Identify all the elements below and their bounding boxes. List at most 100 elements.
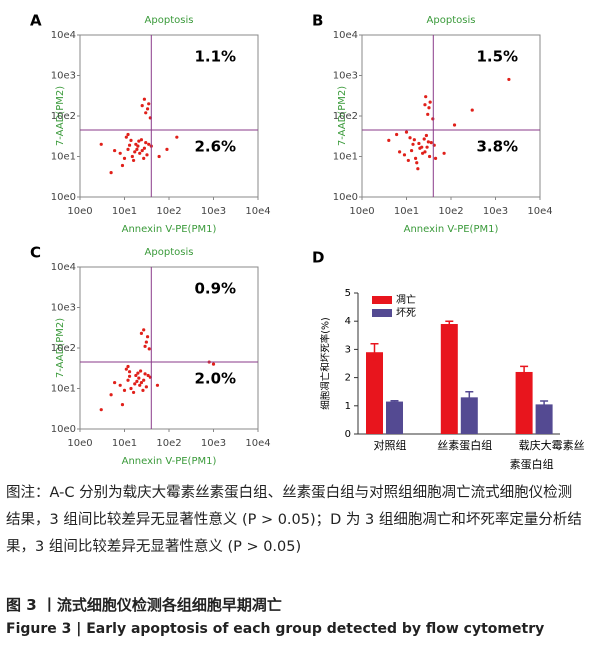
point bbox=[129, 138, 133, 142]
x-tick-label: 10e4 bbox=[245, 438, 270, 449]
error-bar bbox=[520, 365, 529, 378]
quadrant-lower-right: 2.6% bbox=[194, 138, 236, 156]
y-tick-label: 10e0 bbox=[51, 192, 76, 203]
point bbox=[211, 362, 216, 366]
point bbox=[402, 153, 407, 157]
error-bar bbox=[465, 390, 474, 403]
point bbox=[429, 141, 433, 145]
point bbox=[113, 148, 117, 153]
point bbox=[452, 123, 457, 127]
point bbox=[411, 142, 415, 146]
y-tick-label: 10e1 bbox=[51, 152, 76, 163]
point bbox=[404, 130, 409, 134]
point bbox=[139, 138, 144, 142]
point bbox=[145, 107, 150, 111]
y-axis-label: 7-AAD(PM2) bbox=[55, 86, 66, 146]
chart-title: Apoptosis bbox=[145, 247, 194, 258]
x-tick-label: 10e1 bbox=[112, 206, 137, 217]
point bbox=[144, 385, 148, 389]
point bbox=[135, 147, 139, 151]
point bbox=[145, 335, 150, 339]
point bbox=[428, 100, 432, 104]
quadrant-lower-right: 3.8% bbox=[476, 138, 518, 156]
x-tick-label: 10e3 bbox=[201, 206, 226, 217]
y-tick-label: 10e3 bbox=[333, 71, 358, 82]
bar bbox=[366, 352, 383, 434]
point bbox=[415, 161, 419, 165]
panel-label: B bbox=[312, 12, 323, 30]
error-bar bbox=[540, 400, 549, 408]
error-bar bbox=[445, 320, 454, 327]
y-tick-label: 10e4 bbox=[51, 262, 76, 273]
y-axis-label: 7-AAD(PM2) bbox=[55, 318, 66, 378]
point bbox=[126, 147, 130, 151]
point bbox=[133, 382, 137, 386]
y-tick-label: 10e1 bbox=[333, 152, 358, 163]
panel-label: D bbox=[312, 249, 324, 267]
point bbox=[109, 393, 113, 397]
y-tick-label: 10e4 bbox=[51, 30, 76, 41]
point bbox=[109, 171, 113, 175]
point bbox=[141, 388, 145, 392]
point bbox=[416, 167, 420, 171]
chart-title: Apoptosis bbox=[145, 15, 194, 26]
point bbox=[99, 408, 103, 412]
point bbox=[147, 102, 151, 106]
y-tick-label: 10e2 bbox=[51, 111, 76, 122]
point bbox=[138, 369, 143, 373]
x-tick-label: 丝素蛋白组 bbox=[437, 438, 492, 452]
point bbox=[144, 340, 148, 344]
figure-title-en: Figure 3 | Early apoptosis of each group… bbox=[6, 621, 545, 637]
point bbox=[131, 158, 136, 163]
point bbox=[142, 97, 146, 101]
point bbox=[424, 95, 428, 99]
point bbox=[139, 331, 144, 335]
point bbox=[124, 367, 128, 371]
x-axis-label: Annexin V-PE(PM1) bbox=[122, 224, 217, 235]
x-axis-label: Annexin V-PE(PM1) bbox=[404, 224, 499, 235]
point bbox=[127, 374, 132, 378]
point bbox=[426, 112, 430, 116]
y-tick-label: 5 bbox=[345, 288, 351, 299]
point bbox=[408, 136, 412, 140]
bar bbox=[386, 401, 403, 434]
point bbox=[413, 156, 418, 160]
point bbox=[137, 139, 141, 143]
quadrant-upper-right: 1.5% bbox=[476, 48, 518, 66]
point bbox=[143, 372, 147, 376]
point bbox=[137, 376, 141, 380]
point bbox=[145, 153, 149, 157]
point bbox=[144, 141, 148, 145]
point bbox=[120, 403, 125, 407]
point bbox=[427, 154, 432, 159]
point bbox=[138, 383, 142, 387]
point bbox=[134, 142, 138, 146]
y-tick-label: 3 bbox=[345, 344, 351, 355]
point bbox=[155, 383, 160, 387]
point bbox=[122, 156, 127, 160]
point bbox=[398, 150, 402, 154]
x-tick-label: 10e0 bbox=[67, 206, 92, 217]
point bbox=[175, 135, 179, 139]
quadrant-upper-right: 0.9% bbox=[194, 280, 236, 298]
point bbox=[507, 77, 511, 82]
legend-label: 坏死 bbox=[396, 307, 416, 319]
point bbox=[157, 154, 161, 159]
x-tick-label: 10e0 bbox=[349, 206, 374, 217]
y-tick-label: 10e4 bbox=[333, 30, 358, 41]
point bbox=[412, 138, 416, 142]
quadrant-lower-right: 2.0% bbox=[194, 370, 236, 388]
point bbox=[144, 111, 148, 115]
x-tick-label: 10e3 bbox=[201, 438, 226, 449]
legend-swatch bbox=[372, 296, 392, 304]
x-tick-label: 对照组 bbox=[374, 438, 407, 452]
point bbox=[395, 132, 399, 137]
point bbox=[135, 379, 139, 383]
point bbox=[126, 378, 130, 382]
y-axis-label: 细胞凋亡和坏死率(%) bbox=[320, 317, 332, 409]
point bbox=[147, 142, 151, 146]
point bbox=[424, 133, 428, 138]
point bbox=[140, 104, 144, 108]
figure-title-cn: 图 3 丨流式细胞仪检测各组细胞早期凋亡 bbox=[6, 596, 282, 614]
point bbox=[142, 156, 146, 160]
